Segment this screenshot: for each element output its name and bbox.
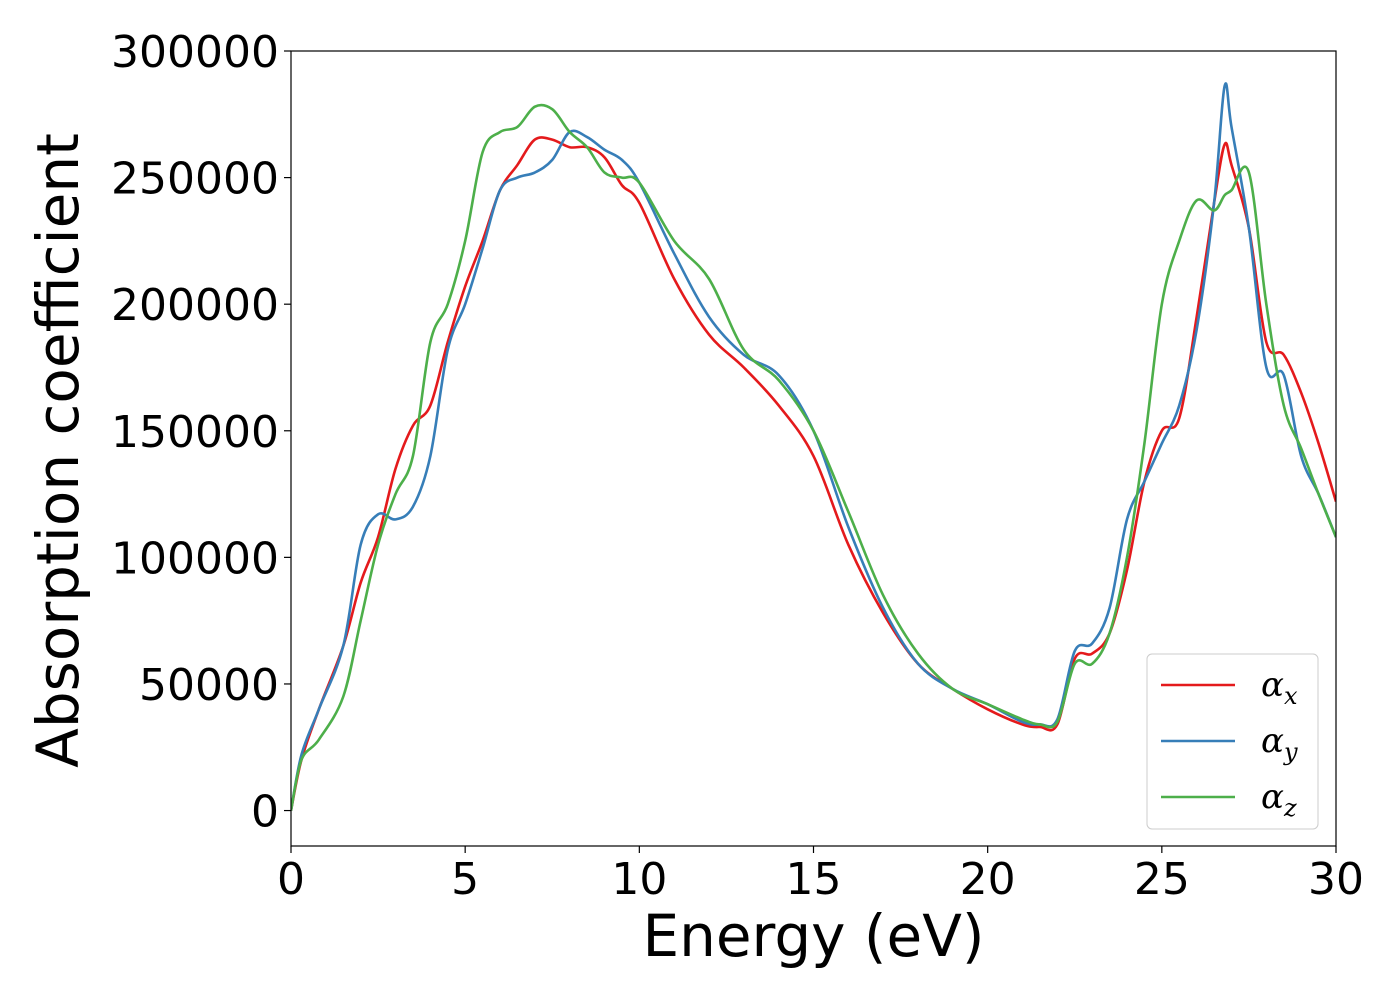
x-tick-label: 10	[611, 854, 667, 905]
series-line-y	[291, 82, 1336, 811]
y-axis: 0 50000 100000 150000 200000 250000 300000	[111, 27, 291, 838]
legend-label-x: αx	[1261, 665, 1298, 710]
legend-label-y: αy	[1261, 721, 1298, 766]
x-tick-label: 5	[451, 854, 479, 905]
legend-label-main: α	[1261, 721, 1284, 761]
legend-label-main: α	[1261, 665, 1284, 705]
y-tick-label: 150000	[111, 407, 279, 458]
legend-label-subscript: z	[1283, 794, 1297, 822]
y-tick-label: 50000	[139, 660, 279, 711]
x-tick-label: 30	[1308, 854, 1364, 905]
y-axis-title: Absorption coefficient	[24, 133, 92, 768]
x-axis-title: Energy (eV)	[642, 902, 984, 970]
y-tick-label: 0	[251, 787, 279, 838]
legend-label-main: α	[1261, 777, 1284, 817]
y-tick-label: 300000	[111, 27, 279, 78]
y-tick-label: 250000	[111, 154, 279, 205]
legend-label-subscript: y	[1283, 738, 1298, 766]
series-line-z	[291, 103, 1336, 811]
x-tick-label: 0	[277, 854, 305, 905]
y-tick-label: 200000	[111, 280, 279, 331]
x-tick-label: 25	[1134, 854, 1190, 905]
y-tick-label: 100000	[111, 533, 279, 584]
x-tick-label: 15	[786, 854, 842, 905]
x-tick-label: 20	[960, 854, 1016, 905]
legend-label-z: αz	[1261, 777, 1297, 822]
series-layer	[291, 82, 1336, 811]
x-axis: 0 5 10 15 20 25 30	[277, 846, 1364, 905]
legend-label-subscript: x	[1284, 682, 1298, 710]
